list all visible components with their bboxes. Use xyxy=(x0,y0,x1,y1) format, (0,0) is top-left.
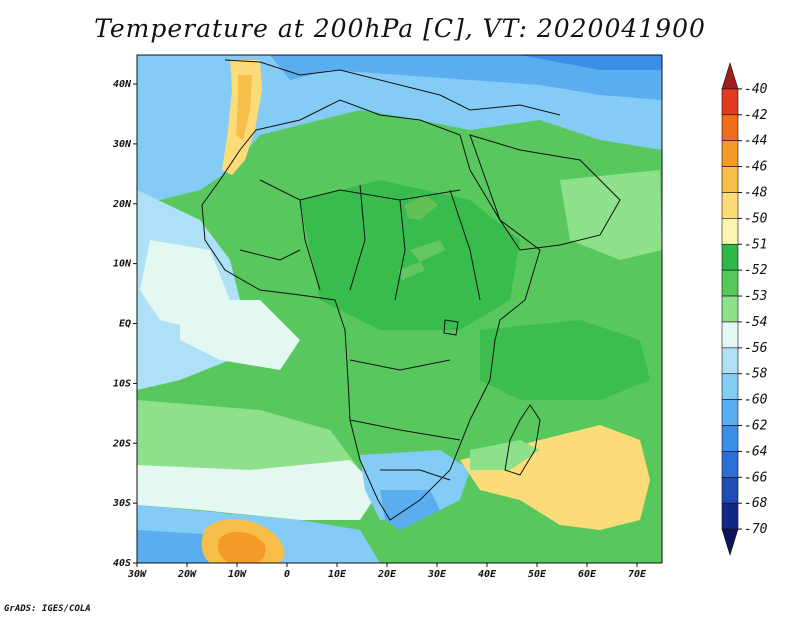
colorbar: -40 -42 -44 -46 -48 -50 -51 -52 -53 -54 -56 -58 -60 -… xyxy=(721,61,768,557)
lon-tick-label: 60E xyxy=(578,569,597,580)
plot-frame xyxy=(136,54,663,564)
lon-tick-label: 50E xyxy=(528,569,547,580)
colorbar-swatch xyxy=(721,192,739,219)
colorbar-swatch xyxy=(721,295,739,323)
colorbar-swatch xyxy=(721,321,739,349)
lat-tick-label: 10N xyxy=(113,259,132,270)
chart-title: Temperature at 200hPa [C], VT: 202004190… xyxy=(94,14,706,43)
lat-tick-label: 30N xyxy=(112,139,132,150)
colorbar-swatch xyxy=(721,451,739,478)
lon-tick-label: 70E xyxy=(628,569,647,580)
colorbar-swatch xyxy=(721,425,739,452)
colorbar-label: -51 xyxy=(744,237,767,252)
colorbar-swatch xyxy=(721,114,739,141)
credit-text: GrADS: IGES/COLA xyxy=(4,604,91,614)
lon-tick-label: 0 xyxy=(284,569,290,580)
colorbar-label: -48 xyxy=(744,185,768,200)
colorbar-swatch xyxy=(721,88,739,116)
colorbar-swatch xyxy=(721,528,739,557)
colorbar-swatch xyxy=(721,502,739,530)
lat-tick-label: 40N xyxy=(113,79,132,90)
lat-tick-label: EQ xyxy=(119,319,131,330)
lon-tick-label: 20E xyxy=(377,569,397,580)
colorbar-label: -52 xyxy=(744,263,768,278)
colorbar-label: -62 xyxy=(744,419,768,434)
colorbar-label: -53 xyxy=(744,289,767,304)
colorbar-swatch xyxy=(721,269,739,297)
colorbar-label: -42 xyxy=(744,108,768,123)
colorbar-swatch xyxy=(721,347,739,375)
colorbar-label: -40 xyxy=(744,82,768,97)
colorbar-swatch xyxy=(721,218,739,245)
lon-tick-label: 40E xyxy=(478,569,497,580)
colorbar-swatch xyxy=(721,399,739,426)
colorbar-swatch xyxy=(721,61,739,90)
colorbar-swatch xyxy=(721,140,739,167)
colorbar-swatch xyxy=(721,243,739,271)
longitude-axis: 30W 20W 10W 0 10E 20E 30E 40E 50E 60E 70E xyxy=(127,563,647,580)
lat-tick-label: 40S xyxy=(113,558,131,569)
lat-tick-label: 10S xyxy=(113,378,131,389)
lon-tick-label: 10W xyxy=(228,569,247,580)
lon-tick-label: 30E xyxy=(427,569,447,580)
colorbar-swatch xyxy=(721,166,739,193)
coastlines xyxy=(201,59,621,521)
colorbar-label: -58 xyxy=(744,367,768,382)
lon-tick-label: 30W xyxy=(127,569,147,580)
colorbar-label: -54 xyxy=(744,315,767,330)
lon-tick-label: 10E xyxy=(328,569,347,580)
colorbar-label: -56 xyxy=(744,341,768,356)
colorbar-label: -44 xyxy=(744,134,767,149)
lat-tick-label: 20N xyxy=(112,199,132,210)
colorbar-label: -46 xyxy=(744,160,768,175)
colorbar-label: -66 xyxy=(744,470,768,485)
lat-tick-label: 30S xyxy=(112,498,131,509)
colorbar-label: -64 xyxy=(744,444,767,459)
lon-tick-label: 20W xyxy=(177,569,197,580)
colorbar-label: -68 xyxy=(744,496,768,511)
colorbar-swatch xyxy=(721,477,739,504)
lat-tick-label: 20S xyxy=(112,438,131,449)
temperature-field xyxy=(137,55,662,563)
colorbar-label: -60 xyxy=(744,393,768,408)
colorbar-label: -70 xyxy=(744,522,768,537)
colorbar-swatch xyxy=(721,373,739,400)
colorbar-label: -50 xyxy=(744,211,768,226)
latitude-axis: 40N 30N 20N 10N EQ 10S 20S 30S 40S xyxy=(112,79,137,569)
